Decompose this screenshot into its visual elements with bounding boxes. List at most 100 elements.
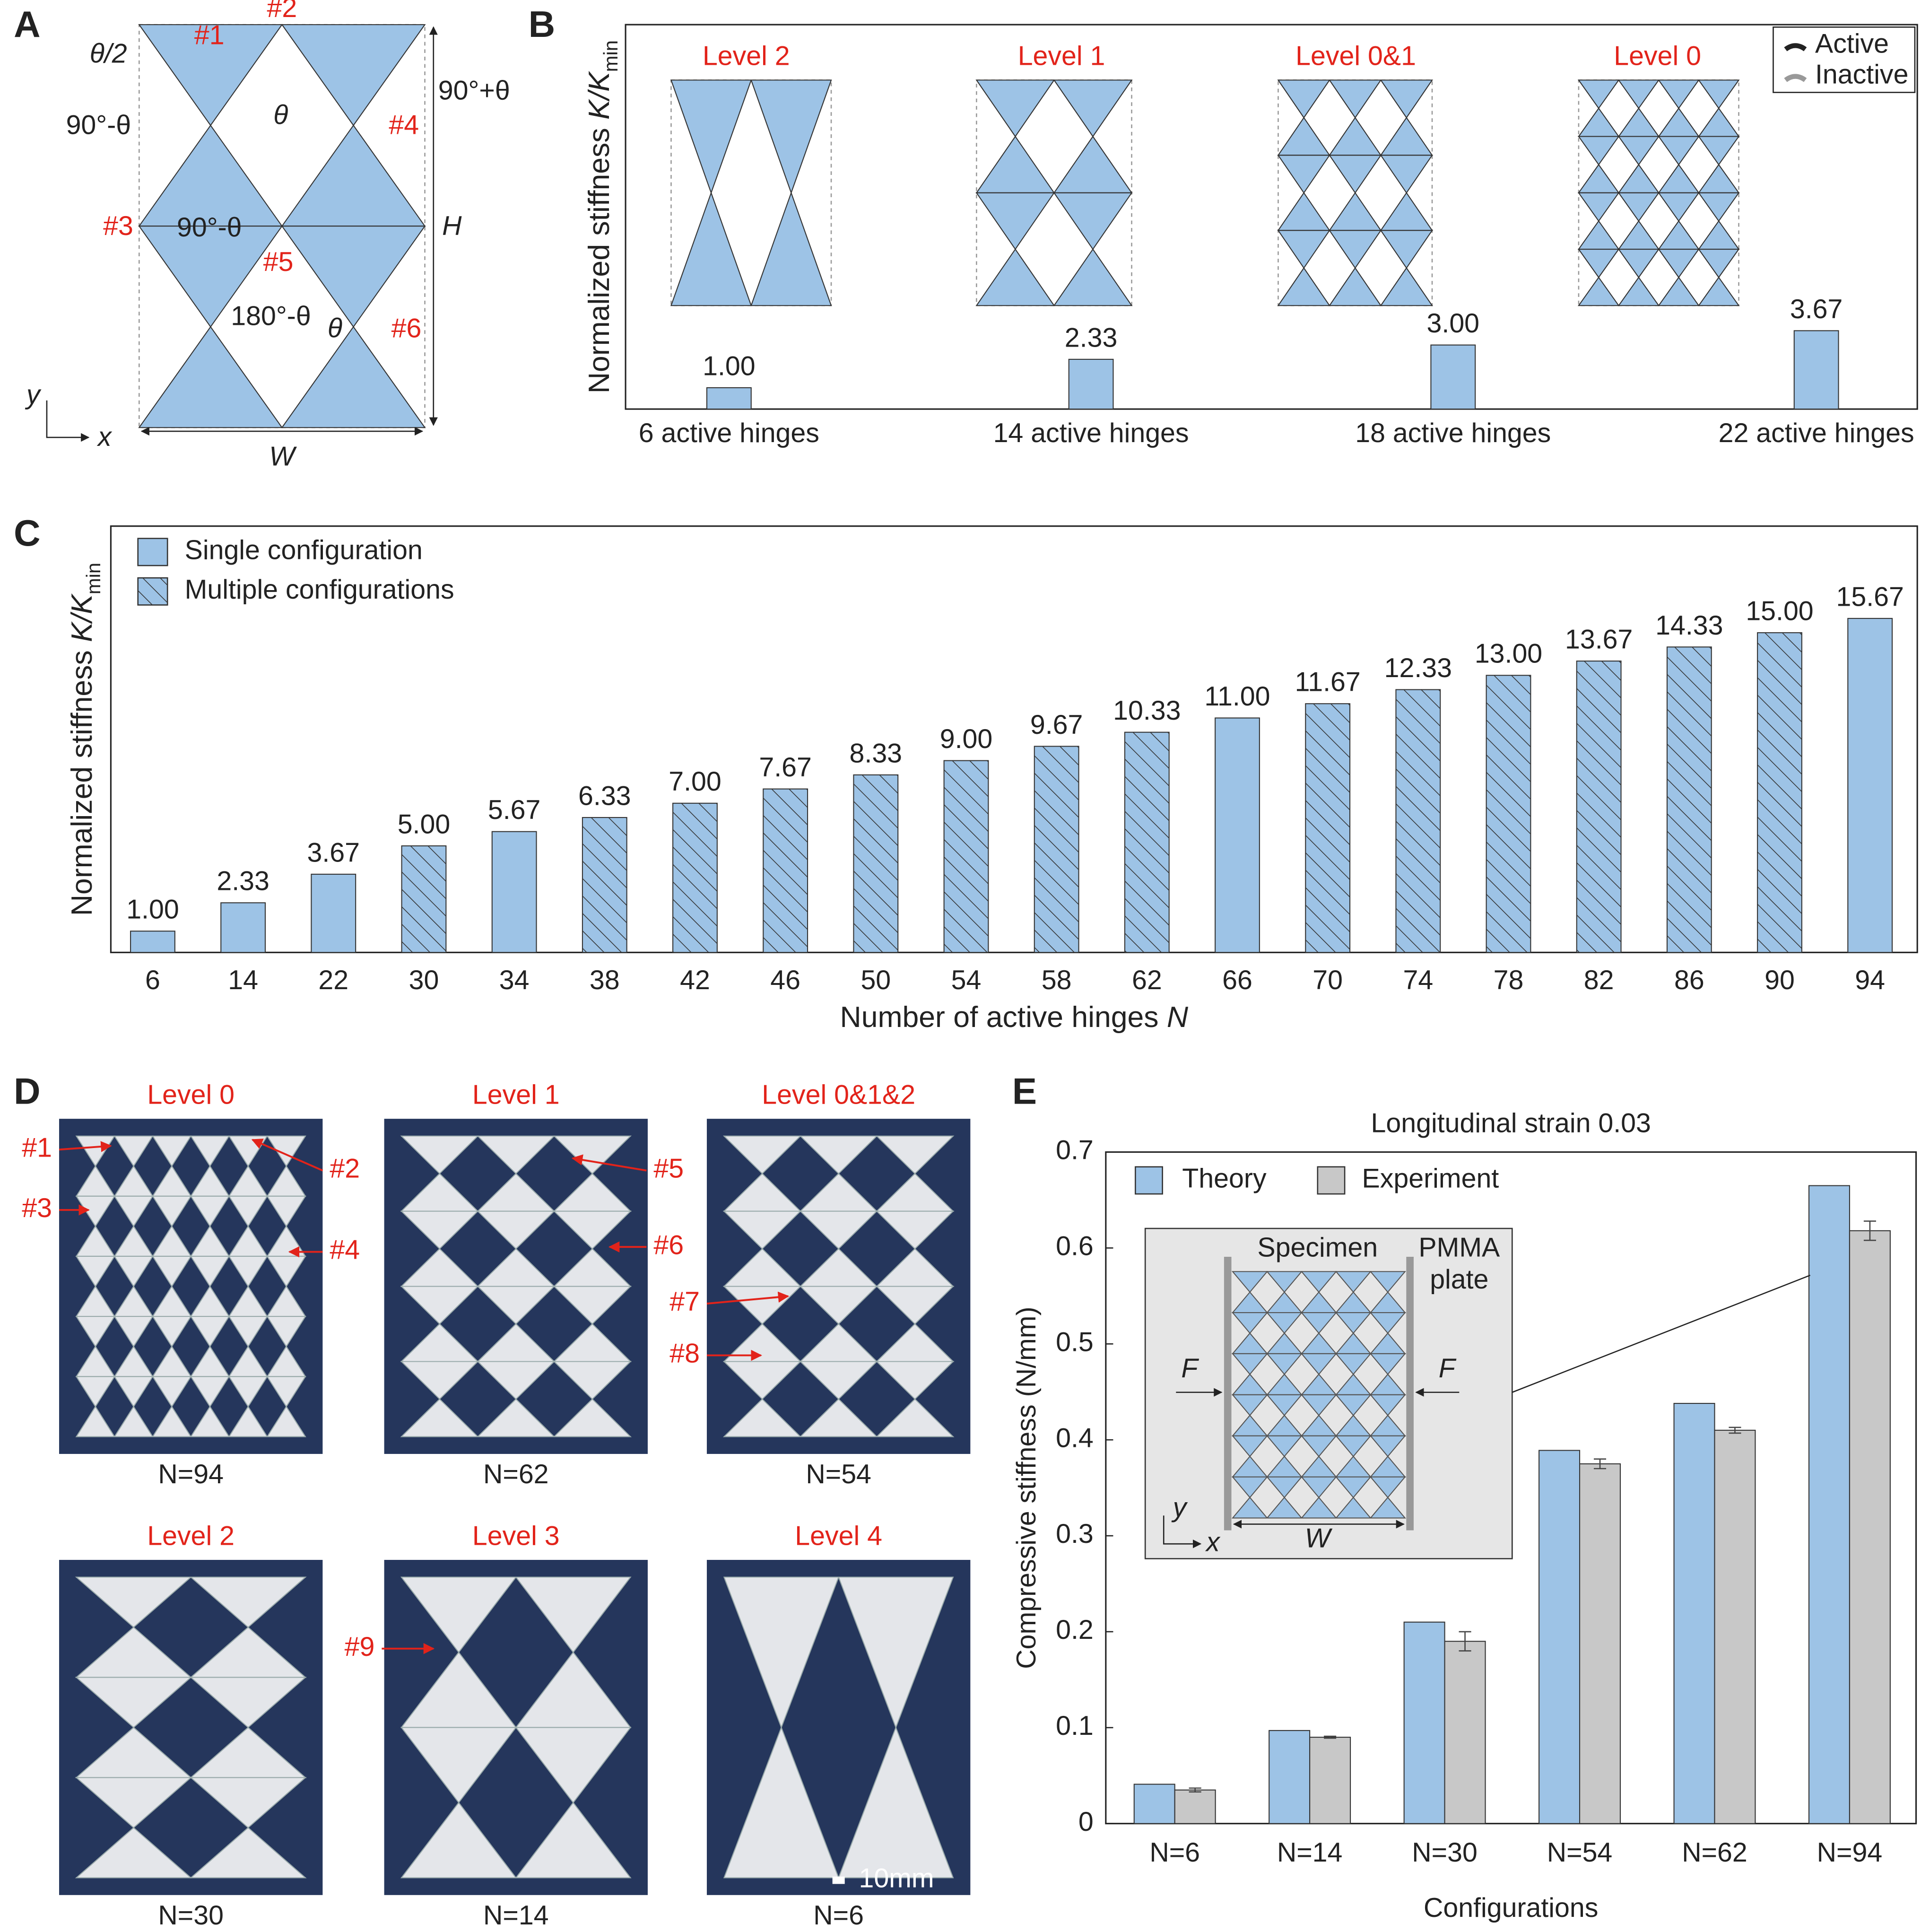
axes-icon (1163, 1515, 1202, 1549)
panel-triangle (670, 191, 752, 306)
panel-triangle (476, 1135, 556, 1175)
annotation: Level 1 (1018, 41, 1105, 71)
panel-triangle (1335, 1312, 1372, 1334)
x-tick-label: N=94 (1817, 1837, 1883, 1868)
legend-label: Inactive (1815, 60, 1908, 90)
bar (1847, 618, 1893, 953)
value-label: 10.33 (1113, 696, 1181, 726)
legend-label: Theory (1182, 1164, 1267, 1194)
panel-triangle (515, 1576, 632, 1654)
panel-triangle (281, 226, 426, 328)
panel-triangle (1300, 1271, 1338, 1293)
panel-triangle (838, 1576, 954, 1729)
panel-triangle (1380, 117, 1433, 156)
panel-triangle (1658, 79, 1700, 109)
panel-triangle (152, 1316, 192, 1348)
panel-triangle (1697, 164, 1740, 193)
panel-triangle (1617, 107, 1660, 137)
panel-triangle (400, 1576, 517, 1654)
panel-triangle (1335, 1353, 1372, 1375)
lattice (138, 24, 426, 428)
panel-triangle (1577, 164, 1620, 193)
bar (1174, 1789, 1216, 1824)
panel-triangle (799, 1210, 878, 1250)
panel-triangle (875, 1361, 955, 1400)
panel-triangle (228, 1405, 269, 1437)
x-tick-label: 86 (1674, 965, 1704, 995)
lattice (1577, 79, 1740, 306)
legend-swatch (1784, 74, 1807, 82)
panel-triangle (1658, 276, 1700, 306)
panel-triangle (1697, 220, 1740, 250)
x-tick-label: N=30 (1412, 1837, 1478, 1868)
panel-triangle (975, 135, 1055, 193)
lattice (723, 1576, 954, 1879)
marker-label: #7 (669, 1287, 700, 1317)
panel-triangle (553, 1361, 632, 1400)
x-tick-label: 46 (770, 965, 800, 995)
panel-triangle (1380, 191, 1433, 231)
panel-triangle (722, 1135, 802, 1175)
panel-triangle (190, 1135, 230, 1167)
panel-letter: E (1012, 1070, 1037, 1112)
photo-title: Level 1 (472, 1079, 560, 1110)
diagram-label: #2 (267, 0, 297, 23)
marker-arrow (571, 1154, 647, 1172)
panel-triangle (1266, 1353, 1303, 1375)
y-tick-label: 0.1 (1056, 1711, 1094, 1741)
panel-triangle (670, 79, 752, 194)
x-tick-label: 74 (1403, 965, 1433, 995)
panel-triangle (1266, 1435, 1303, 1457)
panel-triangle (189, 1827, 307, 1879)
x-tick-label: 6 active hinges (639, 418, 819, 448)
x-tick-label: N=54 (1547, 1837, 1613, 1868)
panel-triangle (875, 1135, 955, 1175)
panel-triangle (875, 1398, 955, 1437)
panel-triangle (1658, 248, 1700, 278)
lattice (975, 79, 1133, 306)
photo-n-label: N=6 (813, 1900, 864, 1931)
annotation: Level 0 (1614, 41, 1701, 71)
panel-triangle (1577, 276, 1620, 306)
photo-title: Level 3 (472, 1521, 560, 1551)
value-label: 12.33 (1384, 653, 1452, 683)
legend-swatch (1784, 43, 1807, 52)
legend-box (1773, 26, 1916, 93)
panel-triangle (1300, 1435, 1338, 1457)
lattice (400, 1576, 632, 1879)
panel-triangle (1277, 267, 1330, 306)
lattice (722, 1135, 955, 1437)
diagram-label: #1 (194, 20, 225, 50)
panel-triangle (400, 1286, 479, 1325)
y-axis-label-part: min (82, 563, 104, 594)
y-axis-label: Normalized stiffness K/Kmin (582, 40, 622, 393)
panel-triangle (113, 1405, 154, 1437)
bar (943, 760, 989, 953)
panel-triangle (266, 1376, 306, 1408)
y-axis-label: Normalized stiffness K/Kmin (65, 563, 104, 916)
value-label: 15.00 (1746, 596, 1813, 627)
inset-label: plate (1430, 1264, 1488, 1295)
bar (1849, 1230, 1891, 1824)
diagram-label: #6 (391, 313, 422, 344)
x-tick-label: 54 (951, 965, 982, 995)
panel-triangle (1658, 164, 1700, 193)
photo-n-label: N=62 (483, 1459, 549, 1489)
panel-triangle (1369, 1271, 1406, 1293)
panel-triangle (553, 1286, 632, 1325)
diagram-label: #4 (389, 110, 419, 140)
value-label: 1.00 (126, 895, 179, 925)
panel-triangle (975, 192, 1055, 250)
panel-triangle (1266, 1271, 1303, 1293)
marker-arrow (706, 1291, 790, 1305)
lattice (75, 1576, 307, 1879)
panel-triangle (400, 1361, 479, 1400)
panel-triangle (1277, 79, 1330, 119)
x-tick-label: 42 (680, 965, 710, 995)
panel-triangle (152, 1376, 192, 1408)
bar (1576, 661, 1622, 953)
diagram-label: #3 (103, 211, 133, 241)
diagram-label: θ/2 (90, 38, 127, 69)
panel-triangle (1617, 136, 1660, 166)
panel-triangle (515, 1727, 632, 1804)
